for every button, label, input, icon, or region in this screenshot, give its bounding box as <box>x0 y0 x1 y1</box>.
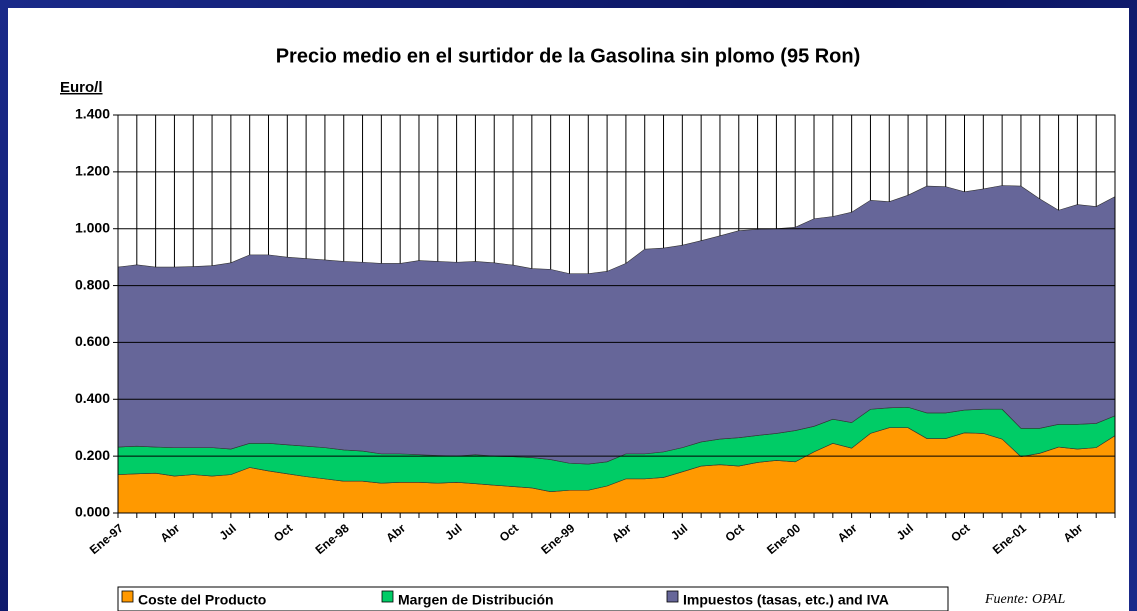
legend-swatch <box>381 590 394 603</box>
y-tick-label: 0.400 <box>75 390 110 406</box>
y-tick-label: 0.000 <box>75 504 110 520</box>
legend-swatch <box>121 590 134 603</box>
y-tick-label: 0.800 <box>75 276 110 292</box>
legend-swatch <box>666 590 679 603</box>
legend-label: Impuestos (tasas, etc.) and IVA <box>683 592 889 608</box>
y-tick-label: 1.400 <box>75 106 110 122</box>
y-tick-label: 0.200 <box>75 447 110 463</box>
y-axis-label: Euro/l <box>60 79 103 96</box>
source-note: Fuente: OPAL <box>984 592 1065 607</box>
y-tick-label: 1.000 <box>75 219 110 235</box>
y-tick-label: 0.600 <box>75 333 110 349</box>
legend-label: Coste del Producto <box>138 592 266 608</box>
plot-border <box>117 114 1116 514</box>
chart-title: Precio medio en el surtidor de la Gasoli… <box>276 45 861 67</box>
y-tick-label: 1.200 <box>75 163 110 179</box>
legend <box>117 586 949 611</box>
legend-label: Margen de Distribución <box>398 592 554 608</box>
